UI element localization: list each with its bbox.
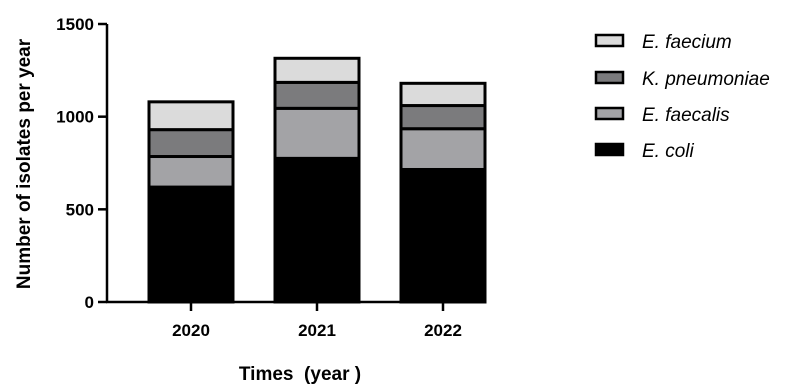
bar-segment-2022-k-pneumoniae bbox=[399, 104, 487, 131]
legend-item-k-pneumoniae: K. pneumoniae bbox=[594, 69, 770, 90]
bar-segment-2022-e-faecalis bbox=[399, 127, 487, 171]
legend-swatch bbox=[594, 106, 625, 121]
bar-segment-2020-e-coli bbox=[147, 185, 235, 304]
x-tick-label: 2020 bbox=[172, 321, 210, 340]
bar-segment-2021-k-pneumoniae bbox=[273, 80, 361, 110]
y-tick-label: 1000 bbox=[56, 108, 94, 127]
y-axis-title: Number of isolates per year bbox=[14, 38, 35, 289]
y-tick-label: 500 bbox=[66, 200, 94, 219]
legend-label: E. faecium bbox=[642, 32, 732, 53]
legend-item-e-faecalis: E. faecalis bbox=[594, 105, 730, 126]
legend: E. faecium K. pneumoniae E. faecalis E. … bbox=[594, 32, 770, 162]
legend-item-e-coli: E. coli bbox=[594, 141, 695, 162]
bar-segment-2020-e-faecium bbox=[147, 100, 235, 132]
y-axis: 1500 1000 500 0 bbox=[56, 15, 109, 312]
x-tick-label: 2022 bbox=[424, 321, 462, 340]
bar-segment-2021-e-coli bbox=[273, 156, 361, 304]
y-tick-label: 0 bbox=[85, 293, 94, 312]
legend-item-e-faecium: E. faecium bbox=[594, 32, 732, 53]
legend-label: E. faecalis bbox=[642, 105, 730, 126]
legend-label: E. coli bbox=[642, 141, 695, 162]
bar-segment-2022-e-coli bbox=[399, 167, 487, 304]
bar-segment-2020-k-pneumoniae bbox=[147, 128, 235, 159]
bar-segment-2021-e-faecium bbox=[273, 56, 361, 84]
bar-segment-2020-e-faecalis bbox=[147, 155, 235, 189]
bar-segment-2021-e-faecalis bbox=[273, 106, 361, 160]
legend-swatch bbox=[594, 142, 625, 157]
x-tick-label: 2021 bbox=[298, 321, 336, 340]
legend-label: K. pneumoniae bbox=[642, 69, 770, 90]
y-tick-label: 1500 bbox=[56, 15, 94, 34]
legend-swatch bbox=[594, 70, 625, 85]
x-axis: 2020 2021 2022 bbox=[106, 300, 482, 340]
legend-swatch bbox=[594, 33, 625, 48]
x-axis-title: Times (year ) bbox=[239, 364, 361, 385]
bar-segment-2022-e-faecium bbox=[399, 81, 487, 108]
bar-group bbox=[147, 56, 487, 304]
